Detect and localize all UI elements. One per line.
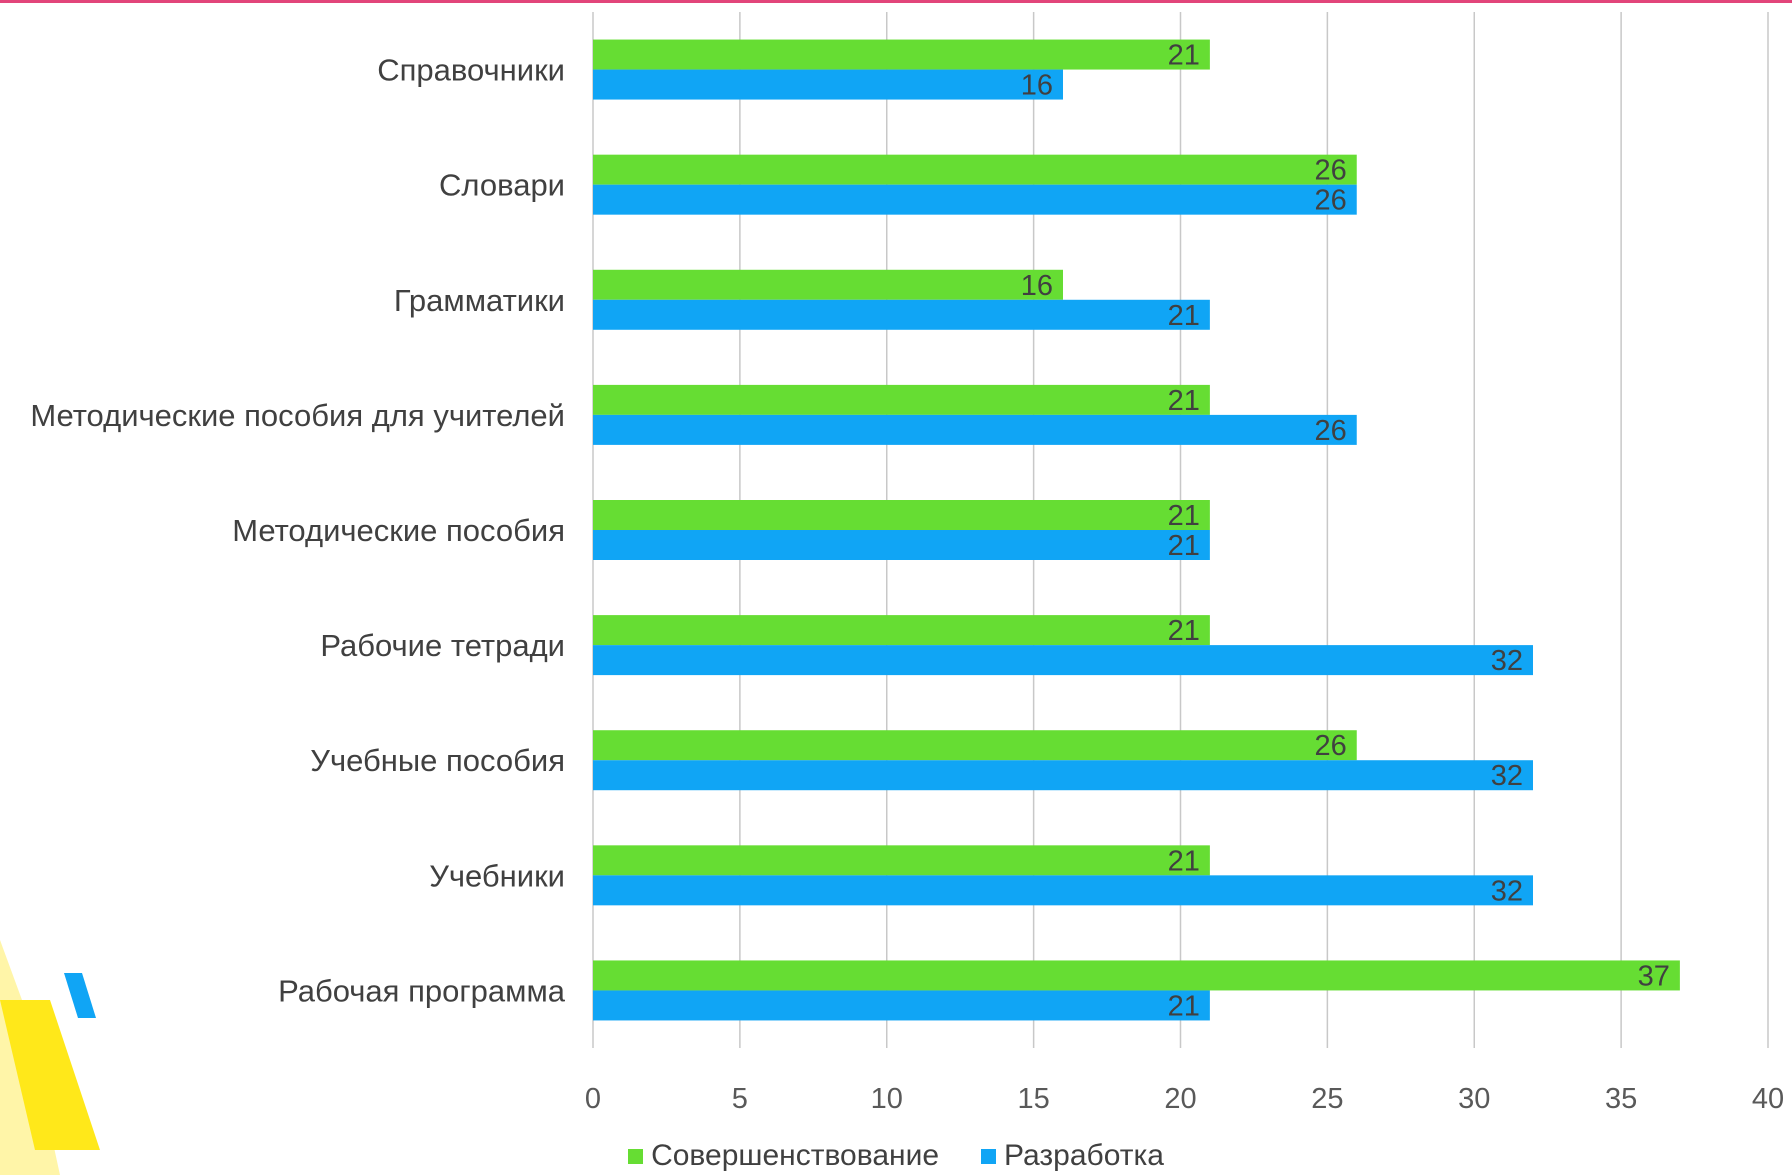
bar-improvement: [593, 384, 1210, 415]
legend: Совершенствование Разработка: [0, 1138, 1792, 1174]
data-label: 21: [1168, 300, 1200, 332]
bar-improvement: [593, 154, 1357, 185]
category-label: Грамматики: [394, 283, 565, 318]
bar-development: [593, 184, 1357, 215]
data-label: 32: [1491, 760, 1523, 792]
category-label: Рабочие тетради: [320, 628, 565, 663]
legend-item-series-0: Совершенствование: [628, 1139, 939, 1173]
data-label: 32: [1491, 645, 1523, 677]
bar-improvement: [593, 845, 1210, 876]
category-label: Учебные пособия: [310, 743, 565, 778]
decor-yellow-shape: [0, 1000, 100, 1150]
bar-development: [593, 990, 1210, 1021]
data-label: 26: [1314, 185, 1346, 217]
bar-improvement: [593, 500, 1210, 530]
bar-improvement: [593, 39, 1210, 70]
category-labels: Справочники Словари Грамматики Методические…: [30, 53, 565, 1009]
x-tick-label: 40: [1752, 1083, 1784, 1115]
legend-item-series-1: Разработка: [981, 1139, 1164, 1173]
data-label: 21: [1168, 990, 1200, 1022]
bar-development: [593, 760, 1533, 791]
data-label: 21: [1168, 845, 1200, 877]
category-label: Справочники: [377, 53, 565, 88]
data-label: 21: [1168, 530, 1200, 562]
x-tick-labels: 0 5 10 15 20 25 30 35 40: [585, 1083, 1784, 1115]
bars: [593, 39, 1680, 1021]
data-label: 21: [1168, 615, 1200, 647]
x-tick-label: 30: [1458, 1083, 1490, 1115]
legend-swatch: [981, 1148, 997, 1164]
category-label: Учебники: [429, 858, 565, 893]
category-label: Методические пособия: [232, 513, 565, 548]
legend-label: Разработка: [1004, 1139, 1164, 1172]
decor-blue-stripe: [64, 973, 96, 1018]
legend-label: Совершенствование: [651, 1139, 940, 1172]
data-label: 16: [1021, 70, 1053, 102]
bar-development: [593, 645, 1533, 676]
x-tick-label: 15: [1017, 1083, 1049, 1115]
top-accent-rule: [0, 0, 1792, 3]
data-label: 26: [1314, 415, 1346, 447]
category-label: Словари: [439, 168, 565, 203]
bar-improvement: [593, 269, 1063, 300]
bar-improvement: [593, 730, 1357, 761]
data-label: 21: [1168, 40, 1200, 72]
x-tick-label: 35: [1605, 1083, 1637, 1115]
bar-development: [593, 875, 1533, 906]
x-tick-label: 0: [585, 1083, 601, 1115]
category-label: Методические пособия для учителей: [30, 398, 565, 433]
data-label: 32: [1491, 875, 1523, 907]
x-tick-label: 25: [1311, 1083, 1343, 1115]
bar-development: [593, 299, 1210, 330]
data-label: 21: [1168, 500, 1200, 532]
legend-swatch: [628, 1148, 644, 1164]
bar-development: [593, 69, 1063, 100]
bar-development: [593, 414, 1357, 445]
x-tick-label: 20: [1164, 1083, 1196, 1115]
data-label: 26: [1314, 730, 1346, 762]
bar-improvement: [593, 615, 1210, 646]
category-label: Рабочая программа: [278, 973, 566, 1008]
data-label: 37: [1638, 960, 1670, 992]
bar-improvement: [593, 960, 1680, 991]
x-tick-label: 5: [732, 1083, 748, 1115]
data-label: 26: [1314, 155, 1346, 187]
data-label: 21: [1168, 385, 1200, 417]
x-tick-label: 10: [871, 1083, 903, 1115]
data-label: 16: [1021, 270, 1053, 302]
bar-development: [593, 530, 1210, 560]
